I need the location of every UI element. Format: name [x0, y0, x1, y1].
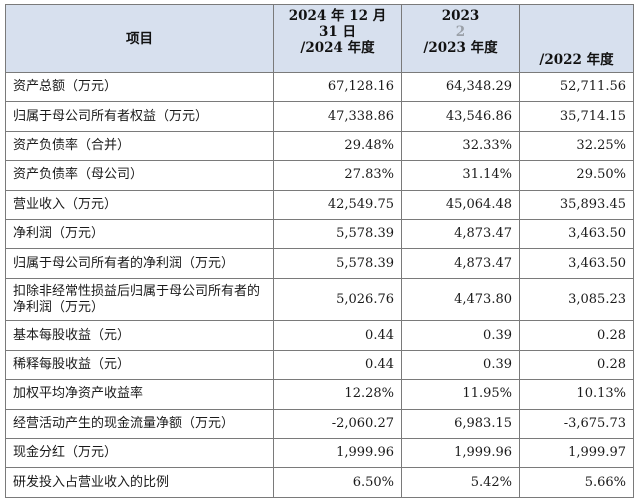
- value-2024: 12.28%: [273, 379, 402, 410]
- header-2022-line1: /2022 年度: [539, 52, 614, 68]
- value-2024: 1,999.96: [273, 438, 402, 469]
- row-label: 基本每股收益（元）: [5, 320, 274, 351]
- header-2023-line2: 2: [455, 24, 466, 40]
- table-row: 归属于母公司所有者权益（万元） 47,338.86 43,546.86 35,714.…: [5, 101, 634, 132]
- value-2022: 35,714.15: [519, 101, 634, 132]
- value-2023: 45,064.48: [401, 189, 520, 221]
- value-2024: 29.48%: [273, 130, 402, 162]
- table-row: 现金分红（万元） 1,999.96 1,999.96 1,999.97: [5, 438, 634, 469]
- header-row: 项目 2024 年 12 月 31 日 /2024 年度 2023 2 /202…: [5, 4, 634, 73]
- value-2024: 5,578.39: [273, 248, 402, 279]
- value-2023: 64,348.29: [401, 71, 520, 103]
- value-2023: 11.95%: [401, 379, 520, 410]
- value-2022: 35,893.45: [519, 189, 634, 221]
- table-body: 资产总额（万元） 67,128.16 64,348.29 52,711.56 归属于母公…: [5, 71, 634, 498]
- value-2022: 0.28: [519, 349, 634, 381]
- value-2022: 29.50%: [519, 160, 634, 191]
- row-label: 净利润（万元）: [5, 219, 274, 250]
- value-2023: 43,546.86: [401, 101, 520, 132]
- value-2024: 67,128.16: [273, 71, 402, 103]
- value-2024: -2,060.27: [273, 408, 402, 440]
- header-2023: 2023 2 /2023 年度: [401, 4, 520, 73]
- value-2023: 4,473.80: [401, 277, 520, 322]
- value-2024: 0.44: [273, 349, 402, 381]
- value-2023: 32.33%: [401, 130, 520, 162]
- row-label: 归属于母公司所有者权益（万元）: [5, 101, 274, 132]
- value-2023: 1,999.96: [401, 438, 520, 469]
- financial-data-table: 项目 2024 年 12 月 31 日 /2024 年度 2023 2 /202…: [5, 4, 634, 498]
- value-2024: 47,338.86: [273, 101, 402, 132]
- value-2022: 52,711.56: [519, 71, 634, 103]
- table-row: 净利润（万元） 5,578.39 4,873.47 3,463.50: [5, 219, 634, 250]
- header-2023-line1: 2023: [441, 8, 480, 24]
- value-2024: 6.50%: [273, 467, 402, 498]
- value-2022: 5.66%: [519, 467, 634, 498]
- value-2022: 32.25%: [519, 130, 634, 162]
- table-row: 资产负债率（母公司） 27.83% 31.14% 29.50%: [5, 160, 634, 191]
- header-item: 项目: [5, 4, 274, 73]
- value-2024: 5,026.76: [273, 277, 402, 322]
- value-2022: 3,085.23: [519, 277, 634, 322]
- header-2024-line3: /2024 年度: [300, 40, 375, 56]
- row-label: 资产总额（万元）: [5, 71, 274, 103]
- value-2023: 0.39: [401, 349, 520, 381]
- value-2024: 5,578.39: [273, 219, 402, 250]
- header-2024: 2024 年 12 月 31 日 /2024 年度: [273, 4, 402, 73]
- row-label: 资产负债率（合并）: [5, 130, 274, 162]
- table-row: 扣除非经常性损益后归属于母公司所有者的净利润（万元） 5,026.76 4,473.…: [5, 277, 634, 322]
- header-2022: /2022 年度: [519, 4, 634, 73]
- value-2024: 42,549.75: [273, 189, 402, 221]
- table-row: 营业收入（万元） 42,549.75 45,064.48 35,893.45: [5, 189, 634, 221]
- row-label: 现金分红（万元）: [5, 438, 274, 469]
- header-2024-line2: 31 日: [319, 24, 356, 40]
- table-row: 稀释每股收益（元） 0.44 0.39 0.28: [5, 349, 634, 381]
- row-label: 营业收入（万元）: [5, 189, 274, 221]
- value-2022: 1,999.97: [519, 438, 634, 469]
- value-2022: 10.13%: [519, 379, 634, 410]
- row-label: 稀释每股收益（元）: [5, 349, 274, 381]
- value-2023: 31.14%: [401, 160, 520, 191]
- table-row: 资产总额（万元） 67,128.16 64,348.29 52,711.56: [5, 71, 634, 103]
- value-2022: 3,463.50: [519, 219, 634, 250]
- header-2023-line3: /2023 年度: [423, 40, 498, 56]
- value-2023: 4,873.47: [401, 219, 520, 250]
- value-2022: 0.28: [519, 320, 634, 351]
- value-2023: 6,983.15: [401, 408, 520, 440]
- table-row: 归属于母公司所有者的净利润（万元） 5,578.39 4,873.47 3,463.5…: [5, 248, 634, 279]
- row-label: 加权平均净资产收益率: [5, 379, 274, 410]
- value-2024: 27.83%: [273, 160, 402, 191]
- row-label: 资产负债率（母公司）: [5, 160, 274, 191]
- value-2023: 0.39: [401, 320, 520, 351]
- value-2022: 3,463.50: [519, 248, 634, 279]
- table-row: 加权平均净资产收益率 12.28% 11.95% 10.13%: [5, 379, 634, 410]
- value-2024: 0.44: [273, 320, 402, 351]
- header-2024-line1: 2024 年 12 月: [288, 8, 387, 24]
- row-label: 归属于母公司所有者的净利润（万元）: [5, 248, 274, 279]
- row-label: 扣除非经常性损益后归属于母公司所有者的净利润（万元）: [5, 277, 274, 322]
- table-row: 经营活动产生的现金流量净额（万元） -2,060.27 6,983.15 -3,675…: [5, 408, 634, 440]
- table-row: 基本每股收益（元） 0.44 0.39 0.28: [5, 320, 634, 351]
- value-2023: 4,873.47: [401, 248, 520, 279]
- value-2023: 5.42%: [401, 467, 520, 498]
- table-row: 资产负债率（合并） 29.48% 32.33% 32.25%: [5, 130, 634, 162]
- row-label: 研发投入占营业收入的比例: [5, 467, 274, 498]
- table-row: 研发投入占营业收入的比例 6.50% 5.42% 5.66%: [5, 467, 634, 498]
- value-2022: -3,675.73: [519, 408, 634, 440]
- row-label: 经营活动产生的现金流量净额（万元）: [5, 408, 274, 440]
